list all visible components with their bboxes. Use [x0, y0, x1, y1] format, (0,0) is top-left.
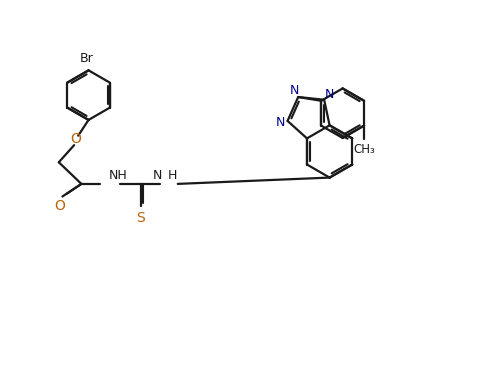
Text: N: N: [325, 88, 334, 101]
Text: O: O: [54, 199, 65, 213]
Text: H: H: [167, 169, 177, 182]
Text: N: N: [290, 84, 299, 97]
Text: O: O: [71, 132, 82, 146]
Text: S: S: [137, 211, 145, 225]
Text: N: N: [153, 169, 163, 182]
Text: CH₃: CH₃: [353, 143, 375, 156]
Text: N: N: [275, 116, 285, 129]
Text: NH: NH: [109, 169, 128, 182]
Text: Br: Br: [80, 52, 93, 65]
